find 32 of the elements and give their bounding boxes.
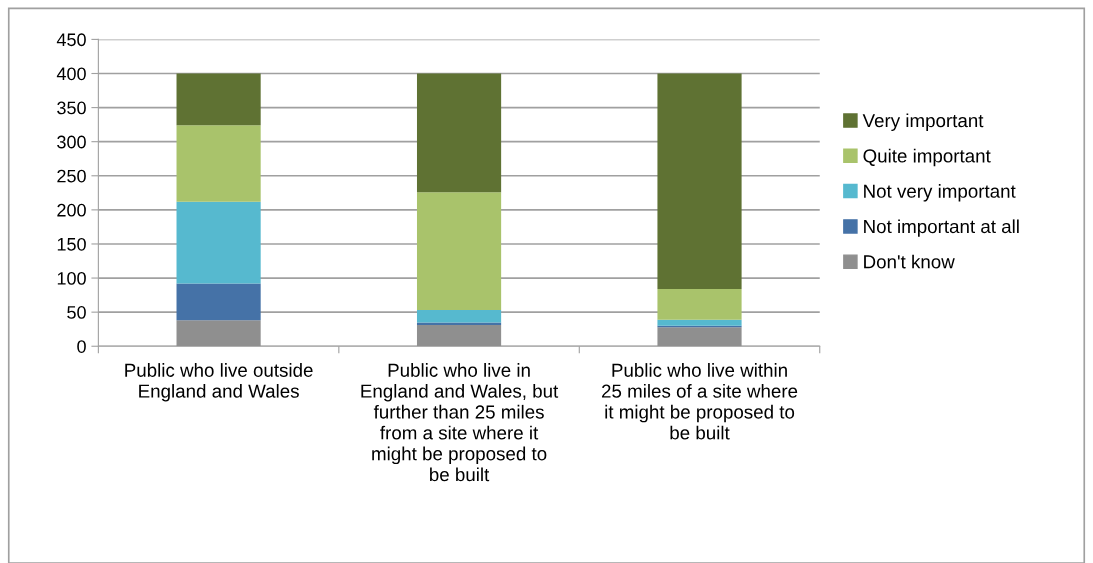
bar (176, 73, 261, 126)
y-tick-label: 250 (57, 169, 86, 183)
legend-label: Don't know (864, 254, 955, 269)
x-tick-label: Public who live outside England and Wales (125, 363, 313, 402)
bar (176, 125, 261, 202)
bar (657, 327, 742, 347)
y-tick-label: 400 (56, 67, 86, 81)
y-tick-label: 0 (77, 340, 86, 353)
y-tick-label: 450 (56, 33, 86, 47)
bar (416, 73, 502, 193)
x-tick-label: Public who live in England and Wales, but further than 25 miles from a site where it might be proposed to be built (361, 363, 559, 482)
y-tick-label: 300 (57, 135, 86, 149)
legend-label: Quite important (863, 148, 991, 167)
bar (416, 310, 502, 323)
y-tick-label: 200 (57, 203, 86, 217)
x-tick-label: Public who live within 25 miles of a site where it might be proposed to be built (601, 363, 798, 440)
bar (657, 73, 742, 289)
bar (416, 325, 502, 347)
bar (657, 319, 742, 326)
bar (657, 288, 742, 320)
y-tick-label: 350 (57, 101, 86, 115)
legend-label: Very important (862, 113, 984, 131)
bar (176, 283, 261, 321)
y-tick-label: 100 (57, 271, 86, 285)
bar (176, 320, 261, 347)
legend-label: Not very important (864, 184, 1016, 202)
y-tick-label: 150 (57, 237, 86, 251)
legend-label: Not important at all (864, 219, 1019, 237)
bar (416, 192, 502, 311)
y-tick-label: 50 (67, 306, 86, 319)
bar (176, 201, 261, 284)
bar (416, 322, 502, 326)
